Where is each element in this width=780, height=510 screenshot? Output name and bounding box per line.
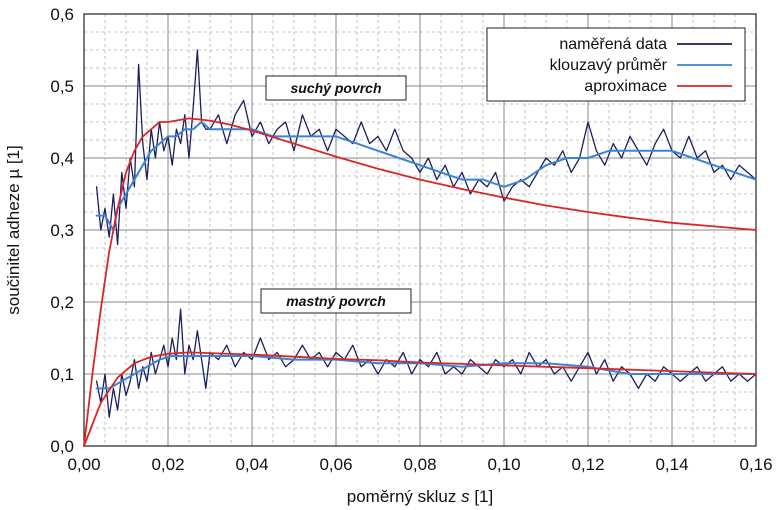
series-line-approximation-dry — [83, 117, 757, 447]
series-line-moving-average-greasy — [95, 355, 757, 390]
series-line-moving-average-dry — [95, 121, 757, 231]
annotation-greasy-surface: mastný povrch — [286, 293, 386, 309]
y-tick-labels: 0,0 0,1 0,2 0,3 0,4 0,5 0,6 — [50, 5, 74, 456]
series-layer — [83, 49, 757, 447]
legend: naměřená data klouzavý průměr aproximace — [486, 27, 746, 102]
x-tick-label: 0,12 — [571, 455, 604, 474]
y-axis-title: součinitel adheze µ [1] — [4, 145, 23, 315]
x-tick-label: 0,00 — [67, 455, 100, 474]
x-tick-label: 0,02 — [151, 455, 184, 474]
y-tick-label: 0,3 — [50, 221, 74, 240]
annotation-box-dry — [265, 75, 407, 101]
y-tick-label: 0,0 — [50, 437, 74, 456]
x-tick-labels: 0,00 0,02 0,04 0,06 0,08 0,10 0,12 0,14 0,16 — [67, 455, 772, 474]
x-tick-label: 0,08 — [403, 455, 436, 474]
annotation-dry-surface: suchý povrch — [290, 80, 381, 96]
y-tick-label: 0,2 — [50, 293, 74, 312]
y-tick-label: 0,4 — [50, 149, 74, 168]
y-tick-label: 0,1 — [50, 365, 74, 384]
x-tick-label: 0,14 — [655, 455, 688, 474]
x-axis-title: poměrný skluz s [1] — [347, 487, 493, 506]
x-tick-label: 0,10 — [487, 455, 520, 474]
y-tick-label: 0,5 — [50, 77, 74, 96]
legend-label-moving-average: klouzavý průměr — [550, 56, 668, 74]
annotation-box-greasy — [260, 288, 412, 314]
legend-label-approximation: aproximace — [584, 78, 667, 95]
x-tick-label: 0,16 — [739, 455, 772, 474]
y-tick-label: 0,6 — [50, 5, 74, 24]
x-tick-label: 0,06 — [319, 455, 352, 474]
x-tick-label: 0,04 — [235, 455, 268, 474]
series-line-measured-data-dry — [95, 49, 757, 246]
annotations: suchý povrch mastný povrch — [260, 75, 412, 314]
series-line-approximation-greasy — [83, 351, 757, 447]
legend-label-measured: naměřená data — [559, 36, 667, 53]
